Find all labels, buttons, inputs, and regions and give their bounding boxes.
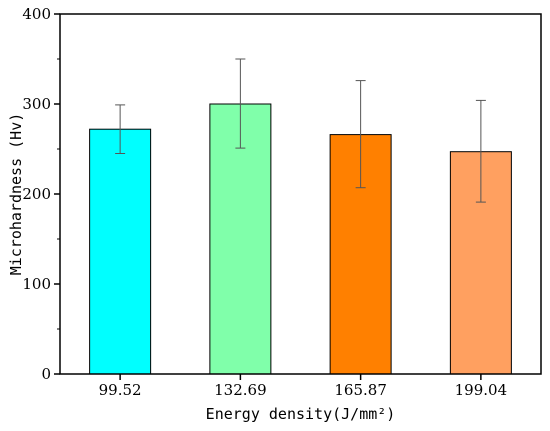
- x-tick-label: 165.87: [334, 381, 387, 399]
- y-axis-title: Microhardness (Hv): [7, 113, 25, 276]
- error-bar-99.52: [115, 104, 126, 154]
- error-bar-199.04: [475, 99, 486, 203]
- plot-marks: [89, 58, 512, 375]
- error-bar-132.69: [235, 58, 246, 149]
- y-tick-label: 200: [22, 185, 51, 203]
- bar-99.52: [89, 128, 152, 375]
- y-tick-label: 100: [22, 275, 51, 293]
- x-axis-ticks: 99.52 132.69 165.87 199.04: [99, 374, 507, 399]
- error-bar-165.87: [355, 80, 366, 189]
- x-tick-label: 199.04: [455, 381, 508, 399]
- y-tick-label: 400: [22, 5, 51, 23]
- x-axis-title: Energy density(J/mm²): [206, 405, 396, 423]
- x-tick-label: 99.52: [99, 381, 142, 399]
- bar-132.69: [209, 103, 272, 375]
- y-tick-label: 300: [22, 95, 51, 113]
- y-axis-ticks: 0 100 200 300 400: [22, 5, 60, 383]
- y-tick-label: 0: [41, 365, 51, 383]
- x-tick-label: 132.69: [214, 381, 267, 399]
